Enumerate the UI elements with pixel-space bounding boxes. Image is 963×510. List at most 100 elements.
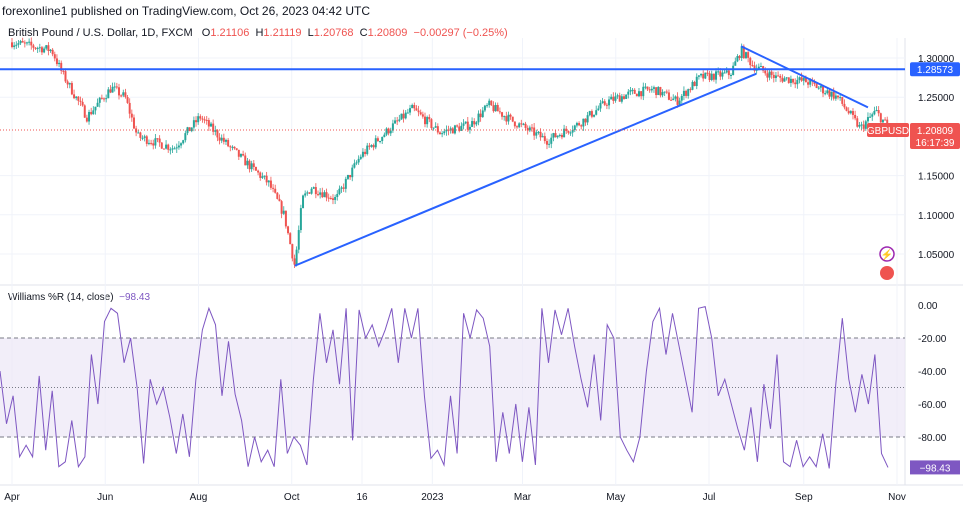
candle-body [197, 116, 200, 123]
candle-body [342, 187, 345, 189]
candle-body [385, 128, 388, 135]
candle-body [567, 130, 570, 133]
candle-body [458, 126, 461, 131]
candle-body [479, 113, 482, 118]
candle-body [466, 121, 469, 130]
candle-body [558, 134, 561, 136]
candle-body [150, 142, 153, 144]
indicator-value: −98.43 [119, 292, 151, 303]
candle-body [73, 94, 76, 99]
candle-body [282, 210, 285, 214]
candle-body [886, 119, 889, 125]
candle-body [697, 75, 700, 77]
candle-body [530, 127, 533, 129]
candle-body [772, 74, 775, 79]
candle-body [325, 192, 328, 198]
candle-body [507, 114, 510, 122]
candle-body [68, 83, 71, 85]
candle-body [227, 139, 230, 147]
open-label: O [201, 27, 211, 39]
candle-body [47, 45, 50, 51]
candle-body [55, 58, 58, 65]
candle-body [612, 96, 615, 101]
candle-body [13, 45, 16, 48]
candle-body [139, 132, 142, 138]
candle-body [650, 88, 653, 91]
wr-tick-label: -60.00 [918, 400, 947, 411]
candle-body [289, 233, 292, 245]
candle-body [663, 91, 666, 93]
candle-body [109, 89, 112, 93]
candle-body [588, 111, 591, 116]
lightning-icon [879, 246, 895, 262]
candle-body [727, 70, 730, 76]
candle-body [428, 117, 431, 120]
candle-body [462, 123, 465, 126]
candle-body [314, 187, 317, 195]
low-label: L [307, 27, 314, 39]
candle-body [680, 95, 683, 101]
candle-body [361, 151, 364, 157]
candle-body [481, 110, 484, 118]
candle-body [349, 175, 352, 178]
candle-body [759, 66, 762, 68]
candle-body [186, 127, 189, 134]
candle-body [62, 70, 65, 72]
candle-body [807, 82, 810, 85]
candle-body [605, 104, 608, 106]
candle-body [306, 192, 309, 194]
candle-body [424, 116, 426, 125]
candle-body [441, 133, 444, 135]
candle-body [545, 141, 548, 145]
candle-body [584, 118, 587, 123]
candle-body [595, 110, 598, 115]
candle-body [184, 133, 187, 141]
candle-body [860, 124, 863, 126]
candle-body [693, 81, 696, 87]
candle-body [498, 111, 501, 113]
high-label: H [255, 27, 264, 39]
x-tick-label: Oct [284, 492, 300, 503]
symbol-legend: British Pound / U.S. Dollar, 1D, FXCM O1… [8, 27, 508, 39]
candle-body [828, 90, 831, 97]
x-tick-label: Apr [4, 492, 20, 503]
candle-body [103, 98, 106, 100]
candle-body [21, 41, 24, 43]
candle-body [563, 128, 566, 138]
price-tick-label: 1.10000 [918, 211, 955, 222]
candle-body [520, 123, 523, 125]
wr-line [0, 305, 889, 469]
candle-body [449, 128, 452, 131]
candle-body [261, 176, 264, 178]
candle-body [267, 180, 270, 183]
candle-body [873, 110, 876, 115]
candle-body [58, 62, 61, 65]
candle-body [702, 73, 705, 79]
candle-body [272, 187, 275, 189]
candle-body [158, 138, 161, 143]
candle-body [845, 107, 848, 111]
indicator-legend[interactable]: Williams %R (14, close) −98.43 [8, 292, 150, 303]
candle-body [599, 103, 602, 109]
candle-body [815, 83, 818, 88]
candle-body [866, 117, 869, 122]
candle-body [28, 41, 31, 43]
candle-body [404, 112, 407, 119]
symbol-title[interactable]: British Pound / U.S. Dollar, 1D, FXCM [8, 27, 193, 39]
candle-body [851, 111, 854, 115]
candle-body [19, 41, 22, 44]
candle-body [145, 136, 148, 144]
candle-body [201, 118, 204, 120]
candle-body [357, 158, 360, 163]
candle-body [747, 52, 750, 58]
candle-body [575, 123, 578, 126]
candle-body [785, 77, 788, 79]
candle-body [652, 87, 655, 89]
candle-body [244, 155, 247, 166]
candle-body [779, 75, 782, 78]
candle-body [53, 54, 56, 59]
candle-body [573, 125, 576, 131]
candle-body [38, 47, 41, 49]
candle-body [884, 119, 887, 121]
